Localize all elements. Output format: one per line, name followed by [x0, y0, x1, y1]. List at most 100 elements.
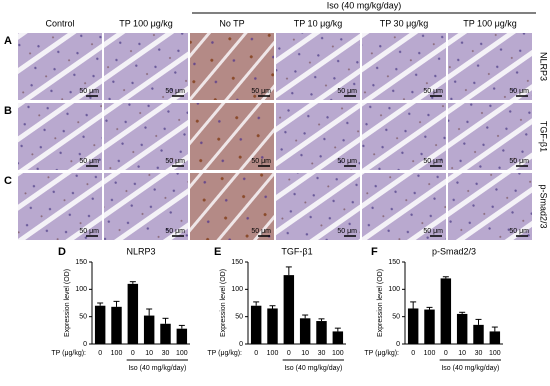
scale-bar-label: 50 μm: [423, 228, 443, 235]
y-tick-label: 100: [75, 286, 87, 293]
y-tick-label: 0: [396, 341, 400, 348]
y-tick-label: 50: [235, 314, 243, 321]
bar: [489, 331, 501, 344]
scale-bar-label: 50 μm: [509, 228, 529, 235]
scale-bar-label: 50 μm: [337, 88, 357, 95]
bar: [143, 315, 155, 344]
scale-bar-label: 50 μm: [251, 158, 271, 165]
x-axis-label: TP (μg/kg):: [51, 350, 86, 357]
x-tick-label: 0: [444, 350, 448, 357]
x-tick-label: 10: [145, 350, 153, 357]
group-label: Iso (40 mg/kg/day): [128, 365, 186, 372]
panel-letter: D: [58, 246, 66, 258]
x-tick-label: 100: [267, 350, 279, 357]
micrograph: [104, 103, 188, 170]
y-axis-label: Expression level (OD): [220, 269, 227, 337]
y-tick-label: 150: [388, 259, 400, 266]
bar: [111, 306, 122, 344]
micrograph: [104, 33, 188, 100]
x-tick-label: 0: [98, 350, 102, 357]
scale-bar-label: 50 μm: [509, 158, 529, 165]
panel-letter: B: [4, 105, 12, 117]
column-label: TP 10 μg/kg: [294, 18, 343, 28]
y-tick-label: 150: [231, 259, 243, 266]
micrograph: [362, 33, 446, 100]
bar: [176, 328, 188, 344]
micrograph: [276, 103, 360, 170]
scale-bar-label: 50 μm: [79, 228, 99, 235]
x-tick-label: 0: [131, 350, 135, 357]
micrograph: [276, 33, 360, 100]
micrograph: [362, 173, 446, 240]
x-tick-label: 100: [489, 350, 501, 357]
panel-letter: E: [214, 246, 221, 258]
panel-letter: C: [4, 175, 12, 187]
bar: [332, 331, 344, 344]
bar: [267, 308, 278, 344]
bar: [440, 278, 452, 344]
y-tick-label: 0: [83, 341, 87, 348]
bar: [424, 309, 435, 344]
y-tick-label: 100: [388, 286, 400, 293]
x-tick-label: 10: [301, 350, 309, 357]
chart-title: TGF-β1: [281, 246, 312, 256]
micrograph: [18, 33, 102, 100]
micrograph: [448, 103, 532, 170]
micrograph: [190, 103, 274, 170]
x-tick-label: 100: [111, 350, 123, 357]
panel-letter: A: [4, 35, 12, 47]
scale-bar-label: 50 μm: [165, 88, 185, 95]
bar: [160, 323, 171, 344]
group-header: Iso (40 mg/kg/day): [327, 0, 402, 10]
scale-bar-label: 50 μm: [337, 158, 357, 165]
bar: [407, 308, 419, 344]
scale-bar-label: 50 μm: [423, 158, 443, 165]
micrograph: [190, 173, 274, 240]
micrograph: [190, 33, 274, 100]
scale-bar-label: 50 μm: [251, 88, 271, 95]
y-axis-label: Expression level (OD): [377, 269, 384, 337]
x-tick-label: 0: [287, 350, 291, 357]
micrograph: [448, 173, 532, 240]
x-tick-label: 100: [332, 350, 344, 357]
x-tick-label: 30: [318, 350, 326, 357]
y-tick-label: 0: [239, 341, 243, 348]
scale-bar-label: 50 μm: [251, 228, 271, 235]
scale-bar-label: 50 μm: [79, 88, 99, 95]
micrograph: [18, 103, 102, 170]
x-tick-label: 0: [254, 350, 258, 357]
scale-bar-label: 50 μm: [423, 88, 443, 95]
column-label: TP 30 μg/kg: [380, 18, 429, 28]
x-tick-label: 100: [424, 350, 436, 357]
bar: [127, 283, 139, 344]
column-label: TP 100 μg/kg: [119, 18, 173, 28]
panel-letter: F: [371, 246, 378, 258]
row-label: NLRP3: [539, 52, 549, 81]
micrograph: [448, 33, 532, 100]
scale-bar-label: 50 μm: [337, 228, 357, 235]
micrograph: [104, 173, 188, 240]
y-tick-label: 50: [392, 314, 400, 321]
x-tick-label: 30: [162, 350, 170, 357]
x-tick-label: 30: [475, 350, 483, 357]
group-label: Iso (40 mg/kg/day): [441, 365, 499, 372]
bar: [94, 305, 106, 344]
x-tick-label: 10: [458, 350, 466, 357]
y-tick-label: 100: [231, 286, 243, 293]
bar: [456, 313, 468, 344]
scale-bar-label: 50 μm: [165, 158, 185, 165]
bar: [250, 305, 262, 344]
y-axis-label: Expression level (OD): [64, 269, 71, 337]
bar: [316, 321, 327, 344]
scale-bar-label: 50 μm: [165, 228, 185, 235]
micrograph: [362, 103, 446, 170]
group-label: Iso (40 mg/kg/day): [284, 365, 342, 372]
column-label: Control: [45, 18, 74, 28]
bar: [299, 318, 311, 344]
chart-title: p-Smad2/3: [432, 246, 476, 256]
chart-title: NLRP3: [126, 246, 155, 256]
column-label: No TP: [219, 18, 244, 28]
scale-bar-label: 50 μm: [509, 88, 529, 95]
